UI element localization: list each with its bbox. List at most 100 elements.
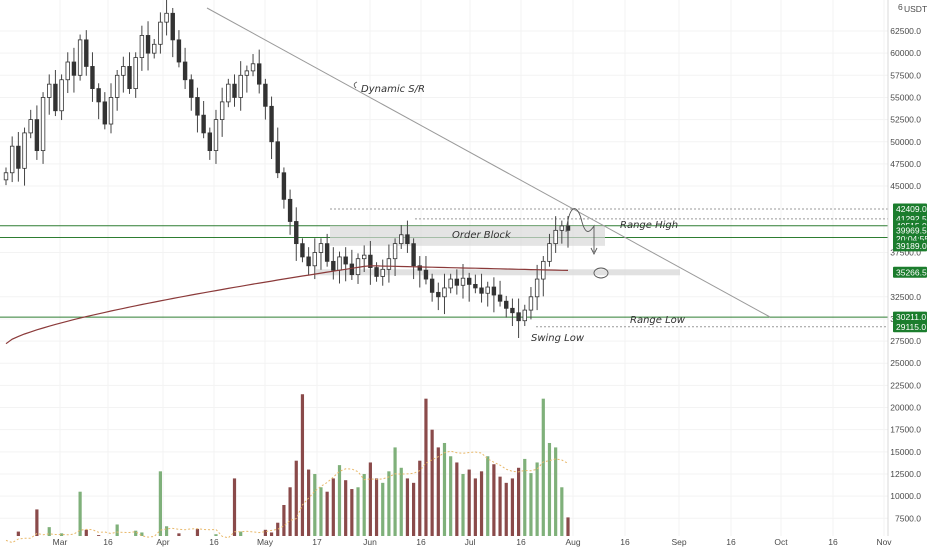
candle-up — [522, 309, 527, 322]
volume-bar — [381, 482, 385, 536]
candle-down — [287, 198, 293, 222]
dynamic-sr-label: Dynamic S/R — [361, 84, 425, 95]
volume-bar — [430, 429, 434, 536]
moving-average — [5, 265, 569, 345]
currency-label: USDT — [904, 4, 927, 14]
candle-down — [257, 63, 262, 85]
x-tick-label: Oct — [774, 537, 788, 547]
candle-down — [16, 145, 21, 169]
price-badge-label: 20:04:55 — [896, 234, 929, 244]
swing-low-label: Swing Low — [531, 333, 585, 344]
price-scale[interactable]: 62500.0 60000.0 57500.0 55000.0 52500.0 50000… — [890, 2, 927, 523]
time-scale[interactable]: Mar 16 Apr 16 May 17 Jun 16 Jul 16 Aug 16 Sep 16 Oct 16… — [53, 537, 893, 547]
x-tick-label: 17 — [312, 537, 322, 547]
volume-bar — [399, 467, 403, 536]
candle-down — [510, 307, 515, 314]
volume-bar — [455, 462, 459, 536]
volume-bar — [344, 480, 348, 536]
candle-up — [534, 278, 540, 298]
candle-up — [399, 234, 404, 245]
candle-down — [429, 278, 435, 293]
volume-bar — [405, 478, 410, 536]
volume-bar — [368, 462, 372, 536]
candle-down — [306, 256, 311, 267]
y-tick-label: 7500.0 — [895, 513, 921, 523]
candle-up — [318, 243, 324, 253]
y-tick-label: 55000.0 — [890, 92, 921, 102]
volume-bar — [35, 509, 39, 536]
dynamic-hook — [353, 81, 358, 89]
y-tick-label: 12500.0 — [890, 469, 921, 479]
volume-bar — [97, 535, 101, 536]
candle-down — [263, 83, 268, 107]
dynamic-trend-line — [206, 7, 771, 318]
volume-bar — [331, 478, 335, 536]
candle-down — [34, 119, 40, 152]
volume-bar — [134, 530, 138, 536]
candle-up — [139, 35, 145, 58]
price-badges: 42409.041292.540515.039969.520:04:553918… — [893, 203, 929, 333]
candle-up — [108, 97, 114, 125]
volume-bar — [516, 467, 521, 536]
y-tick-label: 60000.0 — [890, 48, 921, 58]
scale-top-label: 6 — [898, 2, 903, 12]
y-tick-label: 62500.0 — [890, 26, 921, 36]
price-badge — [893, 311, 927, 323]
candle-up — [3, 172, 9, 181]
candle-up — [485, 286, 490, 294]
volume-bar — [313, 473, 317, 536]
candle-down — [53, 83, 58, 112]
candle-down — [516, 312, 521, 322]
x-tick-label: Apr — [156, 537, 169, 547]
price-badge — [893, 321, 927, 333]
y-tick-label: 22500.0 — [890, 380, 921, 390]
volume-bar — [337, 465, 342, 536]
candle-down — [207, 132, 213, 152]
candle-up — [158, 21, 163, 45]
candle-up — [213, 119, 219, 152]
candle-up — [219, 101, 225, 121]
candle-up — [460, 277, 466, 286]
volume-ma-line — [5, 450, 569, 544]
volume-bar — [412, 482, 416, 536]
candle-down — [423, 269, 429, 280]
volume-bar — [374, 478, 379, 536]
candle-up — [28, 119, 33, 134]
volume-bar — [164, 526, 169, 536]
candle-up — [164, 12, 169, 23]
candle-down — [436, 291, 441, 298]
level-lines — [0, 7, 888, 328]
order-block-label: Order Block — [452, 230, 512, 241]
volume-bars — [5, 394, 570, 544]
volume-bar — [498, 476, 502, 536]
volume-bar — [16, 531, 20, 536]
volume-bar — [47, 527, 51, 536]
x-tick-label: 16 — [620, 537, 630, 547]
y-tick-label: 47500.0 — [890, 159, 921, 169]
candle-down — [201, 114, 206, 134]
candle-up — [114, 74, 120, 98]
volume-bar — [239, 531, 243, 536]
x-tick-label: Nov — [876, 537, 892, 547]
volume-bar — [436, 447, 440, 536]
y-tick-label: 52500.0 — [890, 115, 921, 125]
candle-down — [195, 97, 200, 116]
price-badge-label: 42409.0 — [896, 204, 927, 214]
volume-bar — [140, 532, 144, 536]
candle-down — [466, 277, 472, 285]
candlesticks — [3, 0, 571, 338]
candle-up — [152, 43, 157, 54]
candle-up — [47, 83, 52, 98]
volume-bar — [473, 478, 477, 536]
price-badge-label: 35266.5 — [896, 267, 927, 277]
x-tick-label: 16 — [516, 537, 526, 547]
volume-bar — [115, 524, 119, 536]
candle-up — [559, 225, 565, 231]
x-tick-label: 16 — [209, 537, 219, 547]
candle-down — [491, 286, 497, 296]
price-badge — [893, 240, 927, 252]
candle-up — [22, 132, 27, 169]
x-tick-label: Aug — [565, 537, 580, 547]
volume-bar — [177, 533, 181, 536]
